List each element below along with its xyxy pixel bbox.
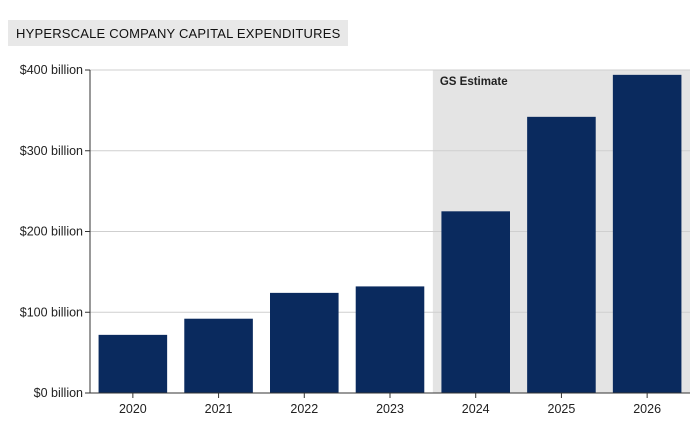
bar-2021 <box>184 318 253 393</box>
axes <box>85 69 690 398</box>
x-tick-label: 2021 <box>205 402 233 416</box>
bar-2024 <box>441 211 510 393</box>
bars <box>98 74 682 394</box>
y-tick-label: $0 billion <box>34 386 83 400</box>
estimate-label: GS Estimate <box>440 76 508 88</box>
x-tick-label: 2026 <box>633 402 661 416</box>
bar-2023 <box>355 286 425 393</box>
y-tick-label: $100 billion <box>20 305 83 319</box>
x-tick-label: 2022 <box>290 402 318 416</box>
y-tick-label: $400 billion <box>20 63 83 77</box>
bar-2025 <box>527 116 596 394</box>
labels: $0 billion $100 billion $200 billion $300 b… <box>20 63 661 416</box>
x-tick-label: 2020 <box>119 402 147 416</box>
bar-2026 <box>612 74 682 393</box>
x-tick-label: 2024 <box>462 402 490 416</box>
chart-title: HYPERSCALE COMPANY CAPITAL EXPENDITURES <box>8 20 349 46</box>
y-tick-label: $300 billion <box>20 144 83 158</box>
bar-2022 <box>270 292 339 393</box>
x-tick-label: 2025 <box>548 402 576 416</box>
x-tick-label: 2023 <box>376 402 404 416</box>
bar-2020 <box>98 334 168 393</box>
y-tick-label: $200 billion <box>20 225 83 239</box>
